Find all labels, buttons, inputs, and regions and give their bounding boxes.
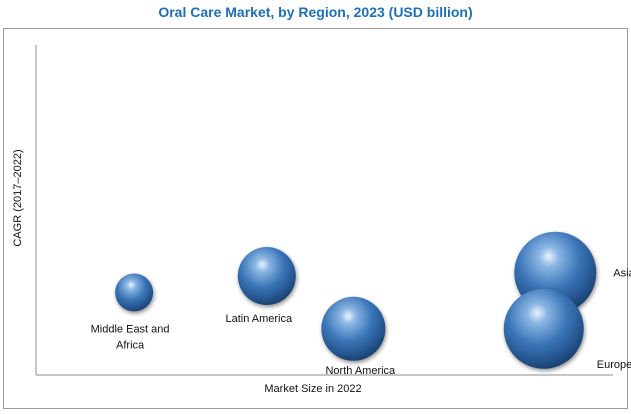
chart-frame	[3, 28, 628, 409]
bubble-label-latin-america: Latin America	[225, 313, 293, 325]
bubble-label-europe: Europe	[597, 359, 631, 371]
bubble-label-middle-east-and-line2: Africa	[116, 340, 145, 352]
bubble-latin-america	[237, 247, 296, 305]
bubble-label-north-america: North America	[325, 365, 396, 377]
chart-title: Oral Care Market, by Region, 2023 (USD b…	[158, 4, 473, 20]
bubble-middle-east-and	[115, 273, 154, 312]
bubble-label-middle-east-and: Middle East and	[91, 324, 170, 336]
label-layer: Middle East and Africa Latin America North …	[91, 268, 631, 377]
x-axis-title: Market Size in 2022	[264, 383, 361, 395]
y-axis-title: CAGR (2017–2022)	[12, 149, 24, 246]
bubble-north-america	[321, 296, 386, 361]
bubble-label-asia-pacifc: Asia Pacifc	[613, 268, 631, 280]
bubble-europe	[503, 288, 584, 369]
bubble-layer	[115, 231, 597, 369]
